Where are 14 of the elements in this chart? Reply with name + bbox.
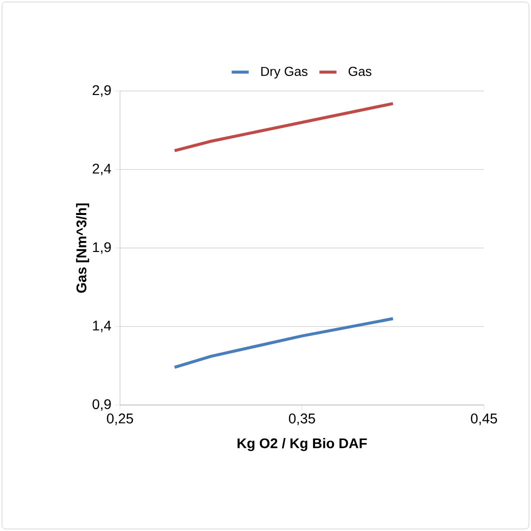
x-axis-title: Kg O2 / Kg Bio DAF	[238, 438, 367, 452]
x-tick-label: 0,35	[288, 414, 316, 426]
x-tick-label: 0,45	[470, 414, 498, 426]
y-tick-label: 2,4	[92, 164, 112, 176]
legend-label: Gas	[348, 66, 372, 76]
line-series	[173, 317, 394, 369]
y-tick-label: 0,9	[92, 399, 111, 411]
y-tick-label: 1,4	[93, 320, 112, 332]
y-axis-title: Gas [Nm^3/h]	[76, 203, 90, 293]
line-series	[173, 102, 394, 152]
x-tick-label: 0,25	[106, 414, 134, 426]
y-tick-label: 2,9	[92, 85, 111, 97]
legend-label: Dry Gas	[261, 66, 308, 79]
y-tick-label: 1,9	[93, 242, 111, 254]
